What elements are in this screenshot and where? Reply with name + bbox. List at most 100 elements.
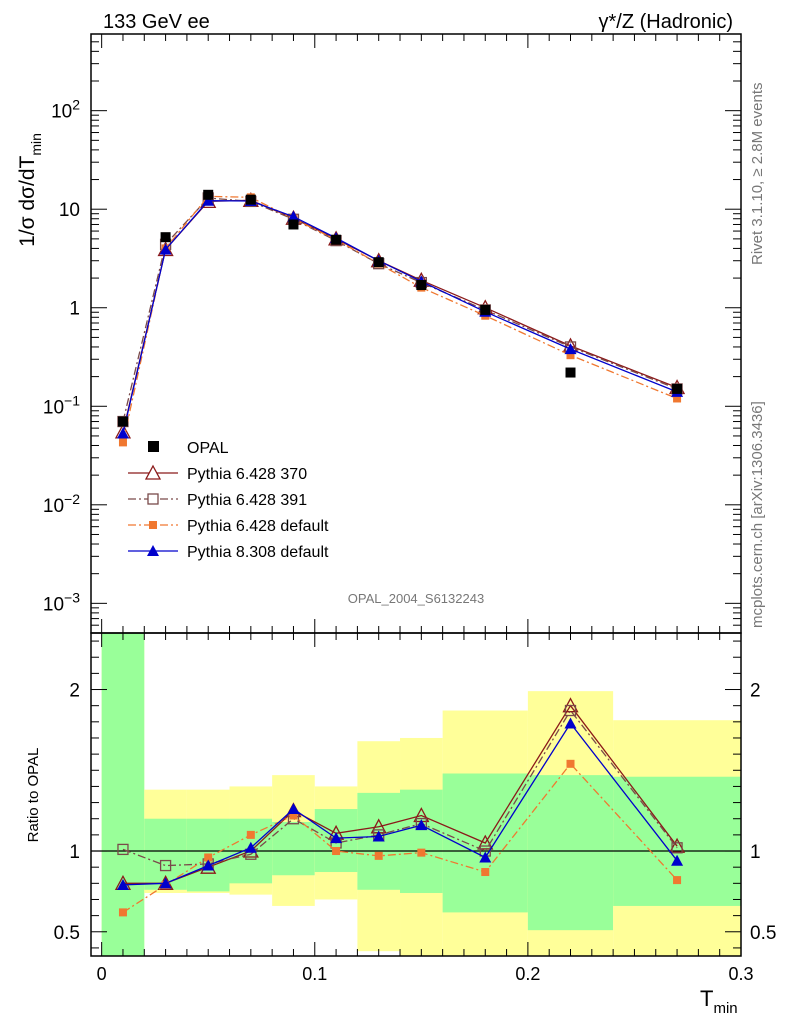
ratio-frame <box>90 632 742 957</box>
energy-label: 133 GeV ee <box>103 11 210 33</box>
legend-marker-series-2 <box>149 521 157 529</box>
legend-label-series-1: Pythia 6.428 391 <box>187 492 307 509</box>
main-y-tick-base-1: 10 <box>43 496 64 517</box>
main-line-series-1 <box>122 197 678 422</box>
ratio-point-series-2-10 <box>673 876 682 885</box>
main-y-tick-base-0: 10 <box>43 594 64 615</box>
ratio-point-series-3-0 <box>116 878 129 890</box>
ratio-point-series-3-9 <box>564 717 577 729</box>
main-point-series-3-1 <box>159 243 172 255</box>
ratio-point-series-1-1 <box>159 859 172 872</box>
ratio-y-tick-label-right-0: 0.5 <box>750 923 776 944</box>
x-tick-label-2: 0.2 <box>515 964 540 984</box>
ratio-point-series-2-8 <box>481 868 490 877</box>
legend-label-opal: OPAL <box>187 440 229 457</box>
ratio-point-series-2-5 <box>332 847 341 856</box>
opal-point-0 <box>117 416 128 427</box>
main-ylabel-main: 1/σ dσ/dT <box>16 155 39 246</box>
ratio-point-series-2-4 <box>289 811 298 820</box>
main-y-tick-base-5: 10 <box>51 102 72 123</box>
main-y-axis-label: 1/σ dσ/dTmin <box>16 133 44 247</box>
ratio-series-lines <box>114 697 686 917</box>
main-y-tick-base-3: 1 <box>69 299 80 320</box>
axes <box>90 33 742 957</box>
legend-label-series-3: Pythia 8.308 default <box>187 544 329 561</box>
legend-marker-series-1 <box>147 493 159 505</box>
analysis-id: OPAL_2004_S6132243 <box>348 591 484 606</box>
main-y-tick-label-3: 1 <box>69 299 80 320</box>
main-y-tick-base-2: 10 <box>43 397 64 418</box>
opal-point-10 <box>672 383 683 394</box>
opal-point-5 <box>331 234 342 245</box>
x-tick-label-3: 0.3 <box>728 964 753 984</box>
ratio-point-series-3-8 <box>479 851 492 863</box>
x-axis-label: Tmin <box>700 986 738 1017</box>
ratio-y-tick-label-left-2: 2 <box>69 681 80 702</box>
ratio-point-series-3-7 <box>415 819 428 831</box>
ratio-y-axis-label: Ratio to OPAL <box>25 748 42 843</box>
main-y-tick-exp-5: 2 <box>72 97 80 113</box>
ratio-point-series-3-4 <box>287 803 300 815</box>
x-tick-label-1: 0.1 <box>302 964 327 984</box>
opal-point-4 <box>288 219 299 230</box>
ratio-y-tick-label-right-1: 1 <box>750 842 761 863</box>
opal-point-9 <box>565 367 576 378</box>
ratio-point-series-3-5 <box>330 832 343 844</box>
ratio-point-series-3-2 <box>202 859 215 871</box>
opal-point-1 <box>160 232 171 243</box>
main-line-series-3 <box>122 200 678 434</box>
main-point-series-2-9 <box>566 351 575 360</box>
svg-text:Tmin: Tmin <box>700 986 738 1017</box>
main-y-tick-exp-0: −3 <box>64 589 80 605</box>
main-y-tick-label-4: 10 <box>59 200 80 221</box>
legend: OPAL Pythia 6.428 370 Pythia 6.428 391 P… <box>128 440 329 561</box>
legend-marker-series-0 <box>144 464 162 480</box>
main-y-tick-label-5: 102 <box>51 97 80 123</box>
ratio-point-series-0-8 <box>477 834 494 850</box>
xlabel-sub: min <box>713 1000 737 1017</box>
main-y-tick-base-4: 10 <box>59 200 80 221</box>
legend-marker-opal <box>148 441 159 452</box>
process-label: γ*/Z (Hadronic) <box>599 11 733 33</box>
main-series-lines <box>114 189 686 447</box>
main-y-tick-exp-2: −1 <box>64 392 80 408</box>
main-point-series-3-9 <box>564 343 577 355</box>
ratio-y-tick-label-right-2: 2 <box>750 681 761 702</box>
main-y-tick-label-1: 10−2 <box>43 491 80 517</box>
ratio-point-series-2-2 <box>204 853 213 862</box>
svg-text:1/σ dσ/dTmin: 1/σ dσ/dTmin <box>16 133 44 247</box>
green-band-0 <box>101 633 145 956</box>
main-point-series-2-10 <box>673 394 682 403</box>
green-band-4 <box>272 821 315 876</box>
rivet-label: Rivet 3.1.10, ≥ 2.8M events <box>749 83 766 266</box>
ratio-point-series-1-10 <box>671 842 683 854</box>
main-y-tick-label-0: 10−3 <box>43 589 80 615</box>
opal-point-3 <box>245 194 256 205</box>
ratio-point-series-3-1 <box>159 877 172 889</box>
main-y-tick-exp-1: −2 <box>64 491 80 507</box>
ratio-point-series-3-3 <box>244 841 257 853</box>
ratio-y-tick-label-left-1: 1 <box>69 842 80 863</box>
ratio-point-series-2-6 <box>374 851 383 860</box>
x-tick-label-0: 0 <box>97 964 107 984</box>
main-point-series-3-0 <box>116 427 129 439</box>
ratio-point-series-2-0 <box>118 908 127 917</box>
ratio-point-series-1-9 <box>564 704 577 717</box>
ratio-point-series-3-10 <box>671 854 684 866</box>
main-point-series-3-4 <box>287 210 300 222</box>
ratio-y-tick-label-left-0: 0.5 <box>54 923 80 944</box>
opal-point-8 <box>480 304 491 315</box>
main-line-series-2 <box>122 195 678 443</box>
main-point-series-3-2 <box>202 194 215 206</box>
mcplots-label: mcplots.cern.ch [arXiv:1306.3436] <box>749 401 766 628</box>
ratio-point-series-1-0 <box>117 843 129 856</box>
green-band-7 <box>400 789 443 894</box>
opal-point-2 <box>203 189 214 200</box>
legend-label-series-2: Pythia 6.428 default <box>187 518 329 535</box>
ratio-point-series-3-6 <box>372 830 385 842</box>
main-y-tick-label-2: 10−1 <box>43 392 80 418</box>
ratio-point-series-2-9 <box>566 759 575 768</box>
xlabel-main: T <box>700 986 713 1011</box>
